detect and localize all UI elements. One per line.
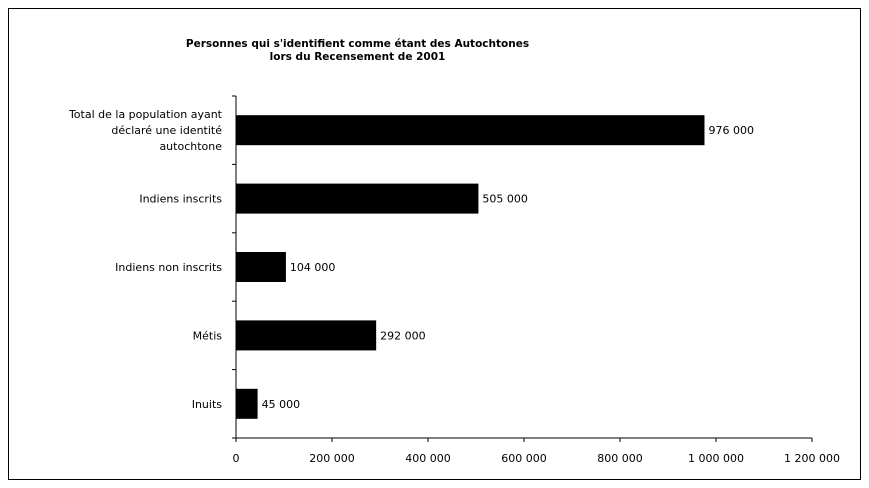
data-label: 976 000 bbox=[708, 124, 754, 137]
x-tick-label: 600 000 bbox=[501, 452, 547, 465]
chart-frame bbox=[8, 8, 861, 480]
bar bbox=[236, 320, 377, 351]
x-tick-label: 400 000 bbox=[405, 452, 451, 465]
x-tick-label: 0 bbox=[233, 452, 240, 465]
bar bbox=[236, 183, 479, 214]
chart-title-line-1: Personnes qui s'identifient comme étant … bbox=[185, 38, 530, 50]
x-tick-label: 1 200 000 bbox=[784, 452, 840, 465]
category-label: Indiens non inscrits bbox=[115, 261, 222, 274]
category-label: Total de la population ayant bbox=[68, 108, 223, 121]
category-label: Métis bbox=[193, 329, 223, 342]
data-label: 104 000 bbox=[290, 261, 336, 274]
x-tick-label: 200 000 bbox=[309, 452, 355, 465]
data-label: 292 000 bbox=[380, 329, 426, 342]
bar bbox=[236, 252, 286, 282]
chart-title-line-2: lors du Recensement de 2001 bbox=[269, 51, 446, 63]
bar bbox=[236, 388, 258, 419]
x-tick-label: 1 000 000 bbox=[688, 452, 744, 465]
category-label: déclaré une identité bbox=[111, 124, 222, 137]
data-label: 45 000 bbox=[262, 398, 301, 411]
category-label: Inuits bbox=[192, 398, 223, 411]
category-label: autochtone bbox=[159, 140, 222, 153]
chart-title: Personnes qui s'identifient comme étant … bbox=[0, 38, 715, 64]
category-label: Indiens inscrits bbox=[139, 193, 222, 206]
x-tick-label: 800 000 bbox=[597, 452, 643, 465]
data-label: 505 000 bbox=[482, 193, 528, 206]
bar bbox=[236, 115, 705, 146]
